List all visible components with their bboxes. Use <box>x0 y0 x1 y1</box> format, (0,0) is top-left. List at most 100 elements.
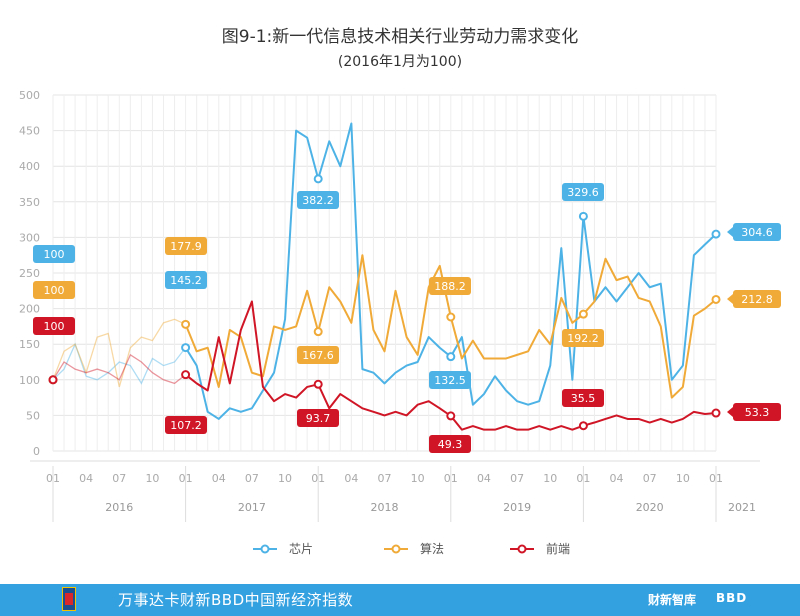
x-tick-label: 04 <box>79 472 93 485</box>
value-callout-label: 192.2 <box>567 332 599 345</box>
value-callout-label: 93.7 <box>306 412 331 425</box>
x-tick-label: 10 <box>676 472 690 485</box>
x-tick-label: 04 <box>477 472 491 485</box>
mastercard-card-icon <box>62 587 76 611</box>
value-callout-box <box>733 223 781 241</box>
value-callout-label: 188.2 <box>434 280 466 293</box>
value-callout-label: 167.6 <box>302 349 334 362</box>
value-callout-label: 212.8 <box>741 293 773 306</box>
value-callout-label: 53.3 <box>745 406 770 419</box>
value-callout-box <box>33 281 75 299</box>
callout-pointer <box>727 294 733 304</box>
legend-label: 芯片 <box>289 542 313 556</box>
x-tick-label: 07 <box>643 472 657 485</box>
data-point-marker <box>711 408 721 418</box>
year-label: 2018 <box>371 501 399 514</box>
x-tick-label: 07 <box>378 472 392 485</box>
value-callout-box <box>165 416 207 434</box>
data-point-marker <box>578 211 588 221</box>
legend-swatch-marker <box>260 544 270 554</box>
value-callout-label: 145.2 <box>170 274 202 287</box>
value-callout-label: 304.6 <box>741 226 773 239</box>
data-point-marker <box>446 411 456 421</box>
value-callout-box <box>429 371 471 389</box>
year-label: 2016 <box>105 501 133 514</box>
legend-swatch-marker <box>391 544 401 554</box>
chart: 图9-1:新一代信息技术相关行业劳动力需求变化 (2016年1月为100) 0 5… <box>19 27 781 556</box>
value-callout-label: 107.2 <box>170 419 202 432</box>
value-callout-box <box>165 237 207 255</box>
legend-swatch-marker <box>517 544 527 554</box>
data-point-marker <box>711 229 721 239</box>
x-tick-label: 10 <box>411 472 425 485</box>
data-point-marker <box>711 294 721 304</box>
data-point-marker <box>313 174 323 184</box>
footer-bar <box>0 584 800 616</box>
value-callout-label: 100 <box>44 248 65 261</box>
x-tick-label: 07 <box>510 472 524 485</box>
bbd-brand-logo: BBD <box>716 591 748 605</box>
x-tick-label: 07 <box>245 472 259 485</box>
data-point-marker <box>446 312 456 322</box>
value-callout-label: 100 <box>44 284 65 297</box>
data-point-marker <box>48 375 58 385</box>
value-callout-box <box>429 277 471 295</box>
y-tick-label: 450 <box>19 125 40 138</box>
value-callout-box <box>33 317 75 335</box>
y-tick-label: 300 <box>19 231 40 244</box>
x-tick-label: 10 <box>543 472 557 485</box>
value-callout-box <box>165 271 207 289</box>
legend-label: 算法 <box>420 541 444 556</box>
year-label: 2020 <box>636 501 664 514</box>
x-tick-label: 04 <box>212 472 226 485</box>
y-tick-label: 400 <box>19 160 40 173</box>
value-callout-box <box>562 183 604 201</box>
y-tick-label: 50 <box>26 409 40 422</box>
callout-pointer <box>727 407 733 417</box>
callout-pointer <box>727 227 733 237</box>
y-tick-label: 100 <box>19 374 40 387</box>
value-callout-box <box>562 329 604 347</box>
data-point-marker <box>578 421 588 431</box>
value-callout-box <box>733 403 781 421</box>
x-tick-label: 10 <box>278 472 292 485</box>
value-callout-label: 329.6 <box>567 186 599 199</box>
value-callout-box <box>297 346 339 364</box>
x-tick-label: 04 <box>610 472 624 485</box>
series-line-faded <box>52 318 186 388</box>
value-callout-label: 132.5 <box>434 374 466 387</box>
y-tick-label: 500 <box>19 89 40 102</box>
value-callout-box <box>33 245 75 263</box>
value-callout-box <box>562 389 604 407</box>
caixin-brand-logo: 财新智库 <box>648 593 697 607</box>
data-point-marker <box>181 343 191 353</box>
series-line-faded <box>52 353 187 385</box>
footer-title: 万事达卡财新BBD中国新经济指数 <box>118 591 354 609</box>
y-tick-label: 250 <box>19 267 40 280</box>
y-tick-label: 0 <box>33 445 40 458</box>
series-line-faded <box>52 342 187 385</box>
x-tick-label: 10 <box>145 472 159 485</box>
data-point-marker <box>313 327 323 337</box>
x-tick-label: 04 <box>344 472 358 485</box>
value-callout-box <box>297 191 339 209</box>
value-callout-label: 177.9 <box>170 240 202 253</box>
value-callout-label: 382.2 <box>302 194 334 207</box>
year-label: 2017 <box>238 501 266 514</box>
data-point-marker <box>181 319 191 329</box>
data-point-marker <box>578 309 588 319</box>
y-tick-label: 200 <box>19 303 40 316</box>
value-callout-label: 49.3 <box>438 438 463 451</box>
legend-label: 前端 <box>546 541 570 556</box>
value-callout-box <box>429 435 471 453</box>
data-point-marker <box>181 370 191 380</box>
year-label: 2021 <box>728 501 756 514</box>
data-point-marker <box>313 379 323 389</box>
data-point-marker <box>446 352 456 362</box>
chart-title: 图9-1:新一代信息技术相关行业劳动力需求变化 <box>222 27 579 47</box>
value-callout-box <box>733 290 781 308</box>
value-callout-box <box>297 409 339 427</box>
value-callout-label: 100 <box>44 320 65 333</box>
y-tick-label: 350 <box>19 196 40 209</box>
value-callout-label: 35.5 <box>571 392 596 405</box>
